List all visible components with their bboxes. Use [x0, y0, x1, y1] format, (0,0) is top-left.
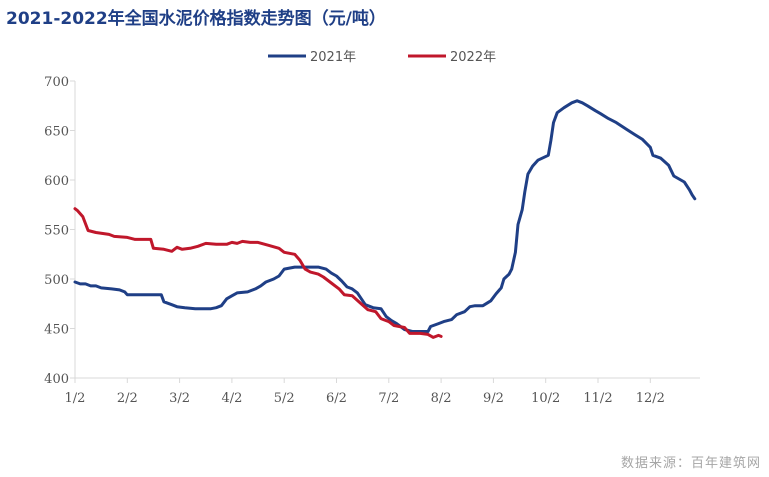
x-tick-label: 5/2	[274, 391, 295, 406]
x-tick-label: 10/2	[531, 391, 560, 406]
legend-label-2021: 2021年	[310, 50, 356, 65]
y-tick-label: 450	[44, 323, 69, 338]
series-line-2021	[73, 99, 697, 333]
x-tick-label: 2/2	[117, 391, 138, 406]
y-tick-label: 700	[44, 75, 69, 90]
y-tick-label: 400	[44, 372, 69, 387]
x-tick-label: 11/2	[583, 391, 612, 406]
chart-title: 2021-2022年全国水泥价格指数走势图（元/吨）	[6, 9, 386, 29]
x-tick-label: 9/2	[483, 391, 504, 406]
legend: 2021年 2022年	[268, 50, 496, 65]
x-tick-label: 1/2	[65, 391, 86, 406]
y-tick-label: 650	[44, 125, 69, 140]
y-tick-label: 500	[44, 273, 69, 288]
x-tick-label: 8/2	[431, 391, 452, 406]
series-line-2022	[73, 207, 443, 339]
data-source: 数据来源：百年建筑网	[620, 456, 761, 471]
x-tick-label: 4/2	[221, 391, 242, 406]
x-tick-label: 7/2	[378, 391, 399, 406]
x-tick-label: 6/2	[326, 391, 347, 406]
legend-label-2022: 2022年	[450, 50, 496, 65]
y-tick-label: 600	[44, 174, 69, 189]
x-tick-label: 3/2	[169, 391, 190, 406]
x-tick-label: 12/2	[636, 391, 665, 406]
y-tick-label: 550	[44, 224, 69, 239]
